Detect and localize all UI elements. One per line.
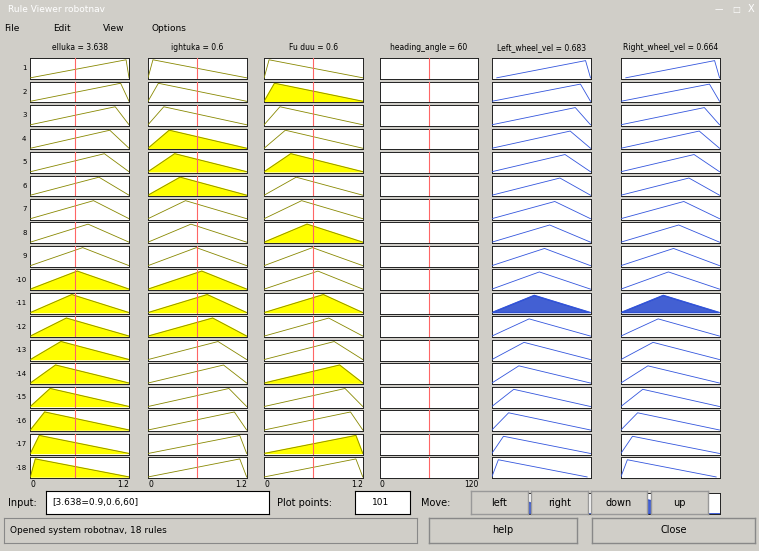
Text: Input:: Input: [8,498,36,507]
Polygon shape [148,271,247,289]
Polygon shape [30,271,129,289]
Text: elluka = 3.638: elluka = 3.638 [52,44,108,52]
Text: Rule Viewer robotnav: Rule Viewer robotnav [8,5,105,14]
Text: ·13: ·13 [15,347,27,353]
Text: 3: 3 [22,112,27,118]
Text: Plot points:: Plot points: [277,498,332,507]
Text: down: down [606,498,632,507]
Text: ightuka = 0.6: ightuka = 0.6 [171,44,224,52]
Polygon shape [30,388,129,407]
Text: 7: 7 [22,207,27,212]
Polygon shape [30,435,129,453]
Text: Edit: Edit [53,24,71,33]
Polygon shape [148,295,247,312]
Text: 101: 101 [372,498,389,507]
Text: View: View [102,24,124,33]
Polygon shape [621,295,720,312]
Text: right: right [548,498,572,507]
Polygon shape [148,154,247,172]
Text: 1.2: 1.2 [117,480,129,489]
Text: ·14: ·14 [15,371,27,377]
Text: 5: 5 [22,159,27,165]
Text: ·16: ·16 [15,418,27,424]
Text: Options: Options [152,24,187,33]
Polygon shape [492,295,591,312]
Text: 1.2: 1.2 [351,480,363,489]
Text: 0: 0 [264,480,269,489]
Text: 1: 1 [22,66,27,72]
Text: Close: Close [660,525,687,536]
Text: ·10: ·10 [15,277,27,283]
Text: Opened system robotnav, 18 rules: Opened system robotnav, 18 rules [10,526,167,535]
Polygon shape [30,412,129,430]
Text: 4: 4 [22,136,27,142]
Polygon shape [148,177,247,195]
Polygon shape [264,365,363,383]
Text: heading_angle = 60: heading_angle = 60 [390,44,468,52]
Text: □: □ [732,5,740,14]
Text: 9: 9 [22,253,27,260]
Polygon shape [30,342,129,360]
Text: help: help [493,525,513,536]
Text: left: left [491,498,507,507]
Text: ·17: ·17 [15,441,27,447]
Text: 8: 8 [22,230,27,236]
Text: Fu duu = 0.6: Fu duu = 0.6 [289,44,338,52]
Polygon shape [264,83,363,101]
Text: [3.638=0.9,0.6,60]: [3.638=0.9,0.6,60] [52,498,138,507]
Text: 0: 0 [380,480,384,489]
Text: 120: 120 [464,480,478,489]
Text: File: File [4,24,19,33]
Text: 1.2: 1.2 [235,480,247,489]
Text: 2: 2 [22,89,27,95]
Text: ·18: ·18 [15,464,27,471]
Text: 6: 6 [22,183,27,189]
Polygon shape [30,365,129,383]
Text: —: — [715,5,723,14]
Polygon shape [264,224,363,242]
Polygon shape [30,318,129,336]
Text: ·15: ·15 [15,394,27,400]
Text: ·11: ·11 [15,300,27,306]
Polygon shape [264,295,363,312]
Polygon shape [30,459,129,477]
Text: ·12: ·12 [15,324,27,329]
Text: Right_wheel_vel = 0.664: Right_wheel_vel = 0.664 [622,44,718,52]
Polygon shape [30,295,129,312]
Polygon shape [148,318,247,336]
Text: Move:: Move: [421,498,451,507]
Text: up: up [673,498,686,507]
Polygon shape [264,435,363,453]
Text: X: X [748,4,754,14]
Polygon shape [264,154,363,172]
Text: 0: 0 [30,480,35,489]
Text: 0: 0 [148,480,153,489]
Polygon shape [148,130,247,148]
Text: Left_wheel_vel = 0.683: Left_wheel_vel = 0.683 [496,44,586,52]
